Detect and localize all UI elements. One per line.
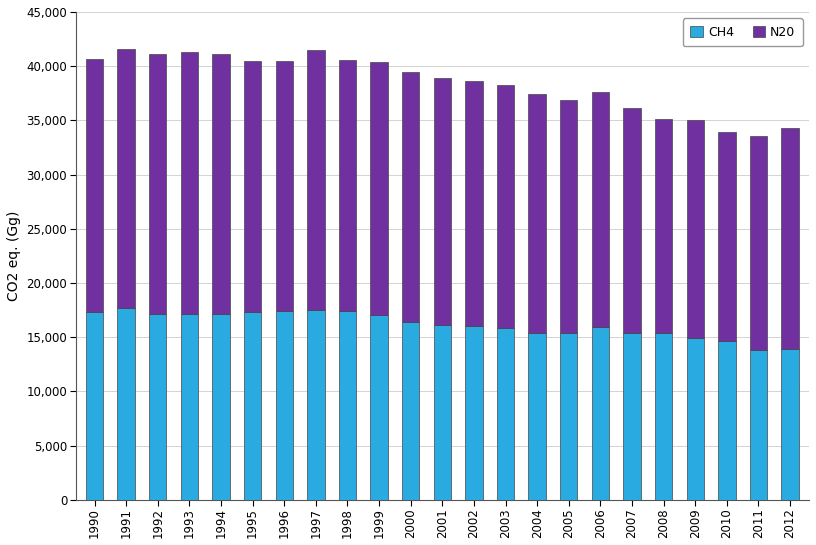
Bar <box>465 326 482 500</box>
Bar <box>623 108 641 333</box>
Bar <box>560 333 578 500</box>
Bar <box>118 308 135 500</box>
Bar <box>655 119 672 333</box>
Bar <box>433 78 451 325</box>
Bar <box>433 325 451 500</box>
Bar <box>750 136 767 350</box>
Bar <box>339 311 356 500</box>
Bar <box>180 52 198 314</box>
Legend: CH4, N20: CH4, N20 <box>683 18 803 46</box>
Bar <box>402 71 419 322</box>
Bar <box>244 312 261 500</box>
Bar <box>592 92 609 328</box>
Bar <box>560 100 578 333</box>
Bar <box>497 329 514 500</box>
Bar <box>86 58 104 312</box>
Bar <box>149 54 166 314</box>
Bar <box>750 350 767 500</box>
Bar <box>180 314 198 500</box>
Bar <box>686 120 704 338</box>
Bar <box>86 312 104 500</box>
Bar <box>307 310 325 500</box>
Bar <box>718 342 735 500</box>
Bar <box>497 84 514 329</box>
Bar <box>529 94 546 333</box>
Bar <box>370 62 388 316</box>
Bar <box>592 328 609 500</box>
Bar <box>529 333 546 500</box>
Bar <box>370 316 388 500</box>
Bar <box>623 333 641 500</box>
Y-axis label: CO2 eq. (Gg): CO2 eq. (Gg) <box>7 211 21 301</box>
Bar <box>307 50 325 310</box>
Bar <box>686 338 704 500</box>
Bar <box>149 314 166 500</box>
Bar <box>339 59 356 311</box>
Bar <box>402 322 419 500</box>
Bar <box>212 314 230 500</box>
Bar <box>782 349 799 500</box>
Bar <box>782 128 799 349</box>
Bar <box>118 49 135 308</box>
Bar <box>244 60 261 312</box>
Bar <box>465 81 482 326</box>
Bar <box>655 333 672 500</box>
Bar <box>212 54 230 314</box>
Bar <box>718 132 735 342</box>
Bar <box>276 311 293 500</box>
Bar <box>276 60 293 311</box>
